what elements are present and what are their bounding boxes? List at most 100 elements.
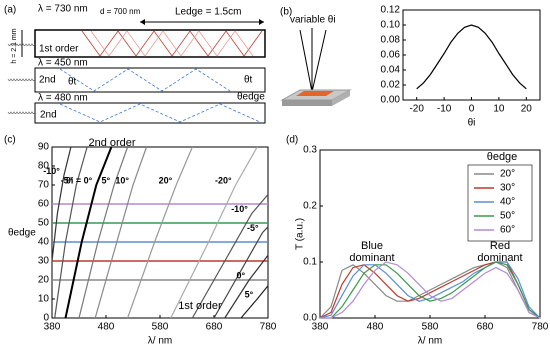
data-line <box>319 261 541 319</box>
data-line <box>240 285 269 319</box>
data-line <box>224 254 269 319</box>
x-tick-label: 780 <box>532 322 549 333</box>
incidence-label: variable θi <box>290 15 336 26</box>
incident-wave <box>7 111 36 114</box>
x-axis-label: θi <box>468 118 476 129</box>
y-tick-label: 80 <box>38 161 50 172</box>
panel-label: (a) <box>4 5 16 16</box>
angle-label: θt <box>68 77 77 88</box>
waveguide <box>34 102 266 124</box>
label-bg <box>37 43 81 55</box>
legend-label: 50° <box>500 211 515 222</box>
data-line <box>54 146 88 319</box>
angle-label: θedge <box>237 92 265 103</box>
legend-label: 20° <box>500 169 515 180</box>
y-tick-label: 0.02 <box>381 80 401 91</box>
y-tick-label: 10 <box>38 294 50 305</box>
wavelength-label: λ = 450 nm <box>38 58 88 69</box>
y-tick-label: 0.06 <box>381 50 401 61</box>
height-label: h = 2.1 mm <box>11 28 18 63</box>
y-tick-label: 90 <box>38 142 50 153</box>
x-axis-label: λ/ nm <box>418 336 442 347</box>
y-tick-label: 30 <box>38 256 50 267</box>
y-tick-label: 0.1 <box>303 257 317 268</box>
x-tick-label: 380 <box>44 322 61 333</box>
plot-frame <box>402 9 541 101</box>
data-line <box>320 261 541 319</box>
data-line <box>320 261 541 319</box>
curve-label: 20° <box>159 175 173 185</box>
x-tick-label: 480 <box>367 322 384 333</box>
waveguide <box>34 67 266 93</box>
order-label: 2nd <box>40 110 57 121</box>
data-line <box>319 261 541 319</box>
data-line <box>191 194 269 319</box>
data-line <box>78 146 129 319</box>
wavelength-label: λ = 480 nm <box>38 93 88 104</box>
data-line <box>94 146 148 319</box>
x-tick-label: 680 <box>477 322 494 333</box>
curve-label: 10° <box>115 175 129 185</box>
panel-b-illustration: variable θi <box>280 15 352 106</box>
y-tick-label: 0 <box>43 313 49 324</box>
curve-label: 5° <box>245 289 254 299</box>
curve-label: -20° <box>215 175 232 185</box>
annotation: 1st order <box>178 300 222 312</box>
curve-label: 5° <box>101 175 110 185</box>
ray <box>81 30 263 57</box>
wavelength-label: λ = 730 nm <box>38 4 88 15</box>
beam <box>299 29 313 93</box>
curve-label: 0° <box>236 270 245 280</box>
angle-label: θt <box>244 75 253 86</box>
legend-label: 60° <box>500 225 515 236</box>
grating <box>296 91 334 96</box>
x-tick-label: 680 <box>206 322 223 333</box>
annotation: dominant <box>477 252 522 264</box>
data-line <box>127 146 193 319</box>
ray <box>90 30 254 57</box>
ray <box>59 68 231 92</box>
incident-wave <box>7 43 36 46</box>
substrate-side <box>282 100 332 106</box>
order-label: 1st order <box>39 44 79 55</box>
incident-wave <box>7 78 36 81</box>
curve-label: -10° <box>43 166 60 176</box>
curve-label: -5° <box>247 223 259 233</box>
curve-label: -10° <box>231 204 248 214</box>
beam <box>311 29 327 93</box>
x-tick-label: 0 <box>469 104 475 115</box>
x-tick-label: -20 <box>409 104 424 115</box>
legend-box <box>467 164 533 242</box>
y-tick-label: 20 <box>38 275 50 286</box>
curve-label: -5° <box>61 175 73 185</box>
y-tick-label: 0.10 <box>381 20 401 31</box>
y-tick-label: 0.2 <box>303 201 317 212</box>
x-tick-label: 10 <box>493 104 505 115</box>
y-tick-label: 0.04 <box>381 65 401 76</box>
data-line <box>213 226 269 319</box>
legend-label: 40° <box>500 197 515 208</box>
legend-label: 30° <box>500 183 515 194</box>
data-line <box>51 146 72 262</box>
x-axis-label: λ/ nm <box>148 336 172 347</box>
ray <box>59 103 261 123</box>
y-tick-label: 0.08 <box>381 35 401 46</box>
y-tick-label: 0.00 <box>381 95 401 106</box>
x-tick-label: 580 <box>422 322 439 333</box>
panel-a: (a) λ = 730 nm d = 700 nm Ledge = 1.5cm … <box>4 4 266 124</box>
x-tick-label: -10 <box>437 104 452 115</box>
y-tick-label: 0.3 <box>303 145 317 156</box>
y-axis-label: T (a.u.) <box>295 218 306 250</box>
length-label: Ledge = 1.5cm <box>175 7 241 18</box>
data-line <box>416 24 527 90</box>
y-tick-label: 70 <box>38 180 50 191</box>
annotation: Blue <box>361 240 383 252</box>
x-tick-label: 480 <box>98 322 115 333</box>
substrate-side <box>332 90 350 106</box>
curve-label: θi = 0° <box>66 175 93 185</box>
y-tick-label: 50 <box>38 218 50 229</box>
y-tick-label: 0.0 <box>303 313 317 324</box>
period-label: d = 700 nm <box>100 7 141 16</box>
y-axis-label: θedge <box>8 228 36 239</box>
